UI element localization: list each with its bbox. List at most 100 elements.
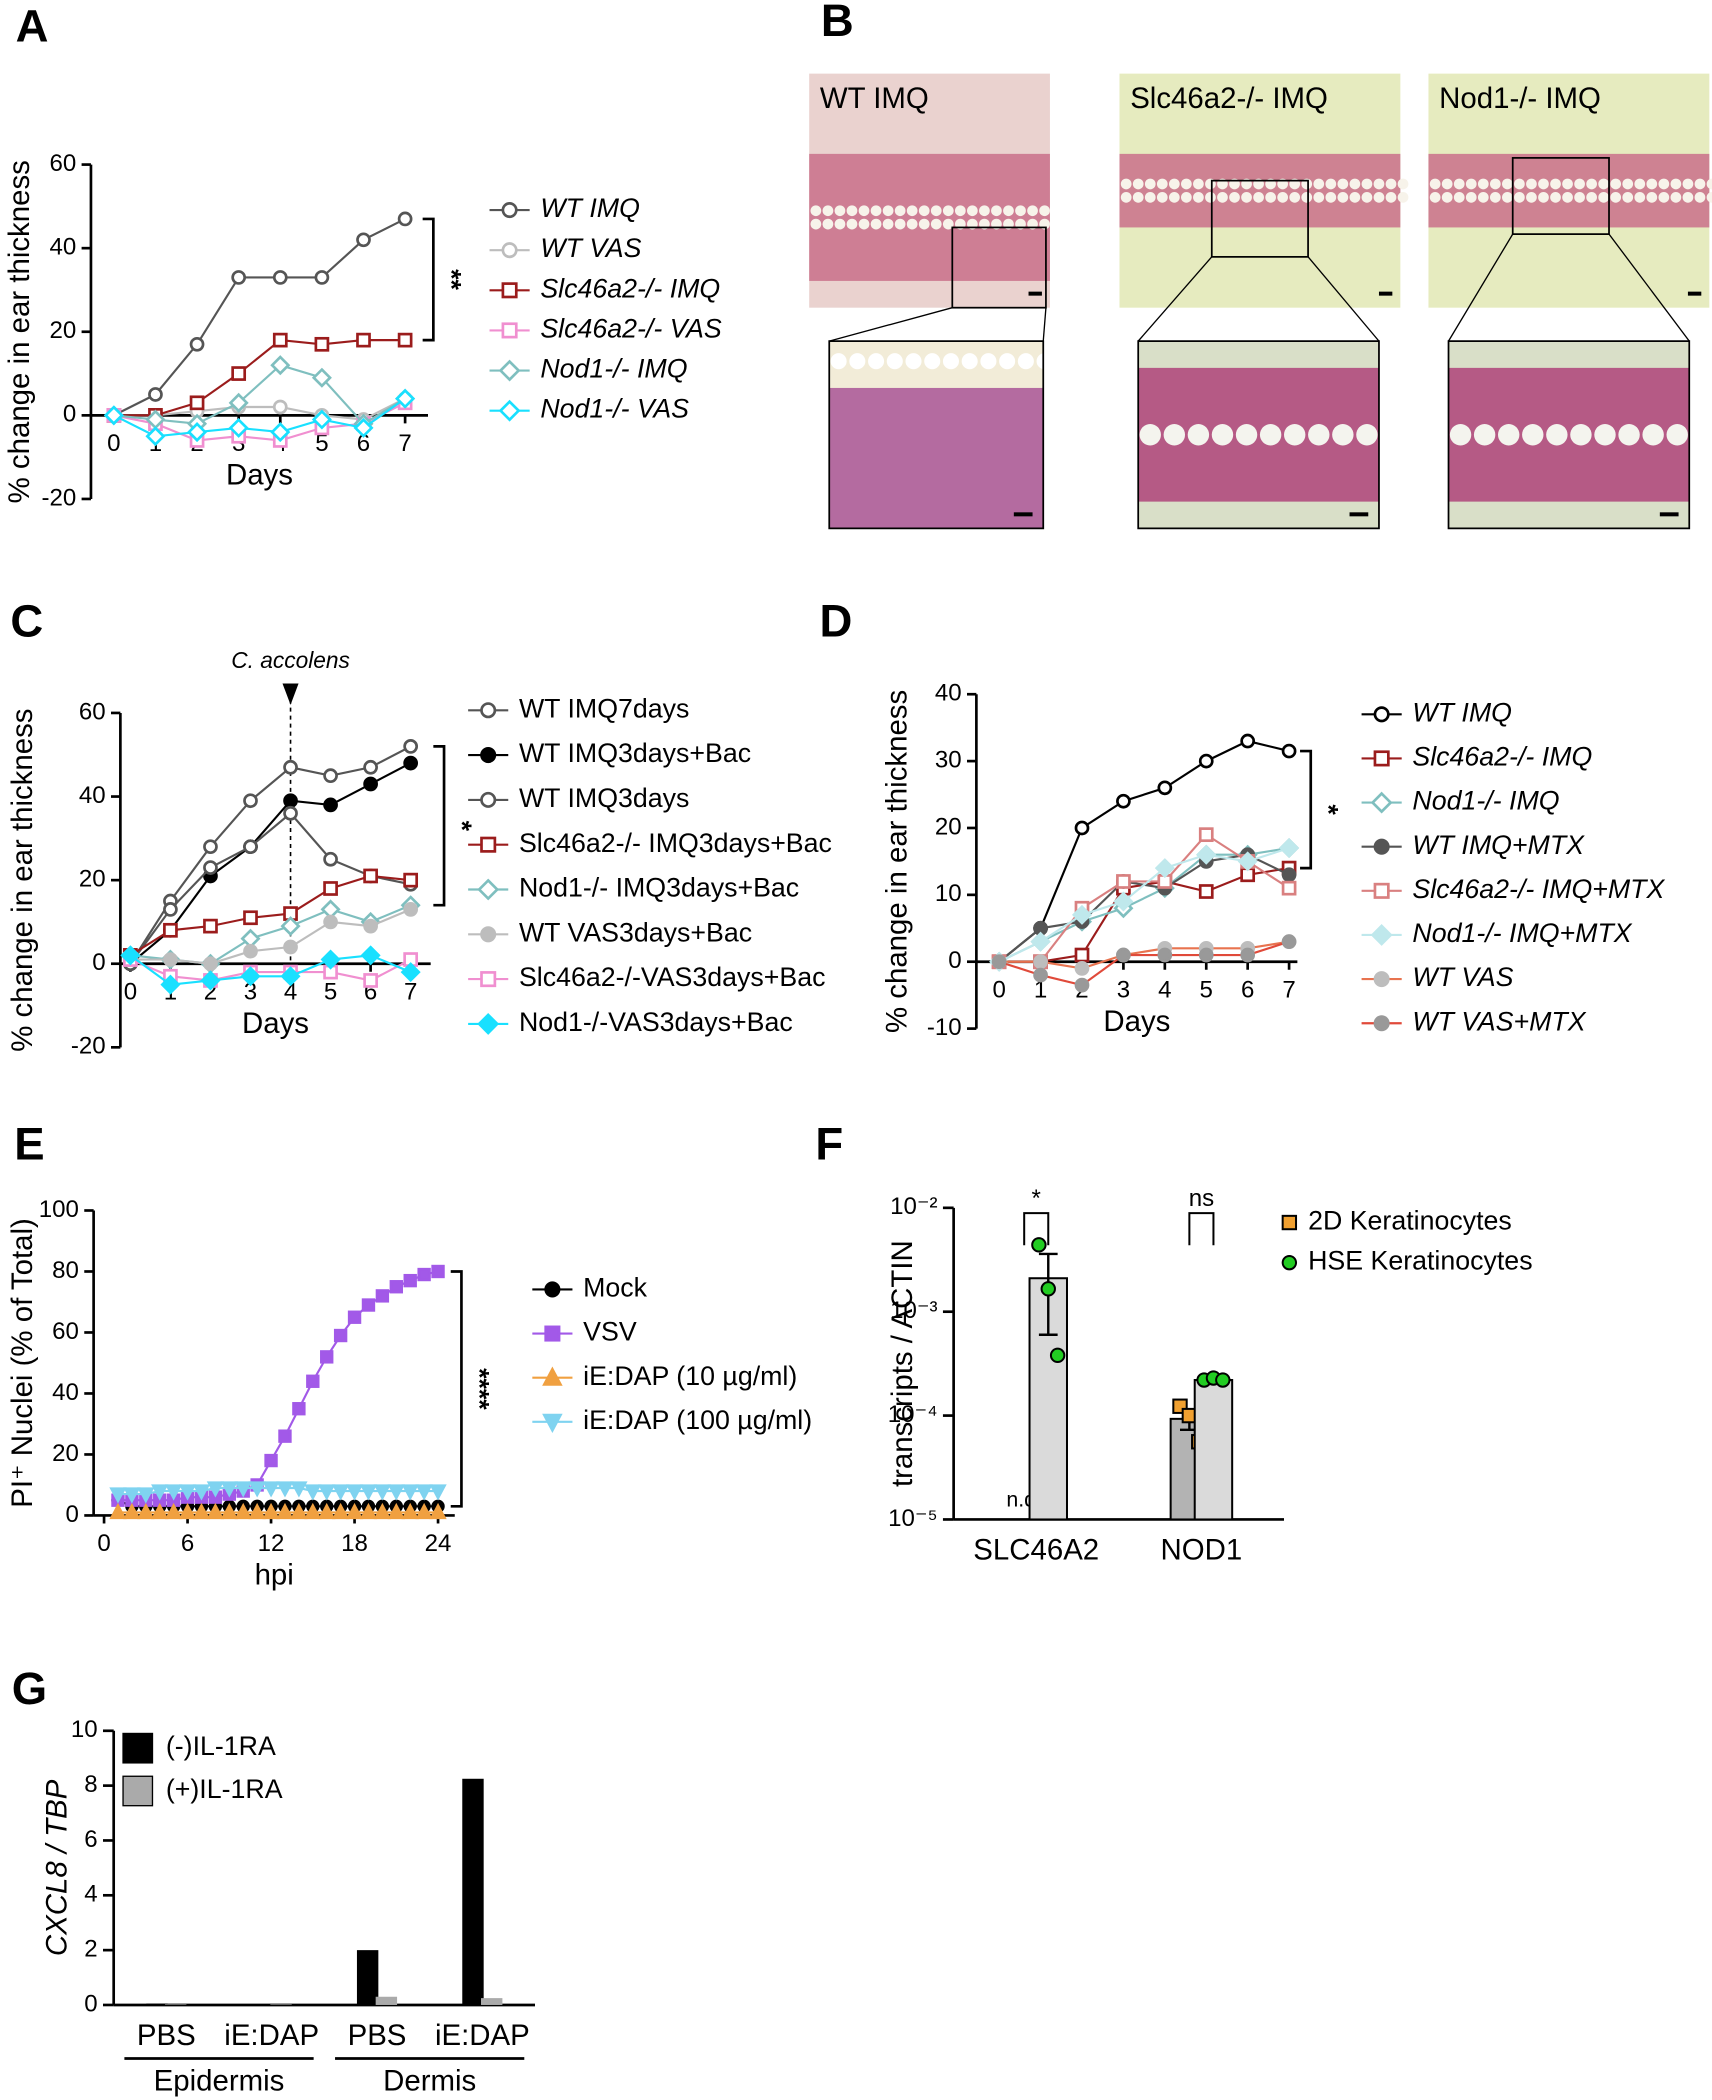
adipocyte [1694, 191, 1706, 203]
adipocyte [1465, 178, 1477, 190]
y-tick-label: 2 [84, 1935, 97, 1962]
adipocyte [1586, 191, 1597, 203]
adipocyte [1036, 353, 1053, 370]
adipocyte [1284, 424, 1306, 446]
adipocyte [1120, 191, 1132, 203]
marker [270, 422, 291, 443]
histology-image [1119, 73, 1409, 530]
adipocyte [906, 218, 918, 230]
y-tick-label: 40 [79, 782, 106, 809]
marker [1113, 891, 1134, 912]
adipocyte [1235, 424, 1258, 446]
adipocyte [980, 353, 997, 370]
adipocyte [1289, 191, 1301, 203]
legend-label: Mock [583, 1272, 648, 1302]
marker [323, 914, 338, 930]
adipocyte [1682, 191, 1694, 203]
adipocyte [886, 353, 903, 370]
adipocyte [1356, 424, 1378, 446]
marker [1281, 1254, 1298, 1271]
marker [345, 1484, 364, 1501]
adipocyte [1229, 191, 1240, 203]
image-frame [1447, 340, 1691, 530]
marker [234, 1481, 252, 1498]
marker [1240, 733, 1256, 749]
marker [1154, 858, 1175, 879]
marker [283, 759, 298, 775]
marker [403, 902, 419, 917]
adipocyte [1017, 353, 1034, 370]
adipocyte [1308, 424, 1330, 446]
y-tick-label: 20 [52, 1440, 79, 1467]
marker [311, 367, 332, 388]
marker [280, 966, 301, 987]
adipocyte [1570, 424, 1592, 446]
y-tick-label: 10⁻⁵ [888, 1505, 937, 1532]
legend-swatch [122, 1732, 154, 1764]
x-tick-label: 3 [1117, 977, 1130, 1004]
adipocyte [1313, 178, 1325, 190]
marker [375, 1289, 390, 1303]
adipocyte [1618, 424, 1640, 446]
adipocyte [1550, 191, 1561, 203]
adipocyte [1132, 191, 1144, 203]
marker [311, 409, 332, 430]
legend-label: Slc46a2-/- IMQ [540, 273, 720, 303]
marker [304, 1502, 322, 1520]
marker [1198, 884, 1214, 899]
y-axis-title: PI⁺ Nuclei (% of Total) [6, 1218, 39, 1508]
marker [480, 747, 497, 764]
x-tick-label: 0 [97, 1530, 110, 1557]
significance-label: ** [436, 269, 466, 290]
marker [243, 793, 258, 809]
adipocyte [830, 353, 847, 370]
marker [1033, 967, 1048, 983]
marker [278, 1429, 292, 1443]
adipocyte [1550, 178, 1561, 190]
marker [148, 387, 163, 402]
marker [363, 868, 378, 884]
marker [360, 945, 381, 966]
y-tick-label: 80 [52, 1257, 79, 1284]
x-axis-title: Days [1103, 1005, 1170, 1038]
x-tick-label: iE:DAP [224, 2019, 319, 2052]
marker [345, 1502, 364, 1520]
adipocyte [1259, 424, 1282, 446]
x-tick-label: PBS [348, 2019, 407, 2052]
annotation-arrow [282, 683, 299, 705]
x-tick-label: 1 [1034, 977, 1047, 1004]
adipocyte [858, 205, 870, 217]
adipocyte [1325, 178, 1337, 190]
marker [1074, 947, 1090, 963]
legend-label: WT IMQ [1412, 697, 1512, 727]
marker [429, 1484, 447, 1501]
adipocyte [918, 218, 930, 230]
marker [234, 1502, 252, 1520]
marker [403, 1273, 417, 1288]
marker [228, 392, 249, 413]
adipocyte [967, 205, 978, 217]
marker [363, 918, 378, 934]
adipocyte [1361, 178, 1373, 190]
adipocyte [1502, 178, 1513, 190]
legend-label: WT VAS [1412, 962, 1513, 992]
histology-image [809, 73, 1053, 530]
bar [251, 2004, 274, 2005]
adipocyte [1325, 191, 1337, 203]
legend-label: WT VAS [540, 233, 641, 263]
marker [120, 945, 141, 966]
marker [306, 1374, 320, 1388]
adipocyte [1610, 178, 1622, 190]
legend-label: Nod1-/- IMQ [1412, 786, 1559, 816]
marker [480, 702, 497, 719]
marker [243, 839, 258, 855]
legend-swatch [122, 1775, 154, 1807]
adipocyte [1670, 191, 1682, 203]
adipocyte [1646, 178, 1658, 190]
adipocyte [1574, 191, 1585, 203]
marker [401, 1502, 419, 1520]
marker [137, 1487, 155, 1504]
marker [544, 1281, 561, 1298]
marker [290, 1502, 308, 1520]
